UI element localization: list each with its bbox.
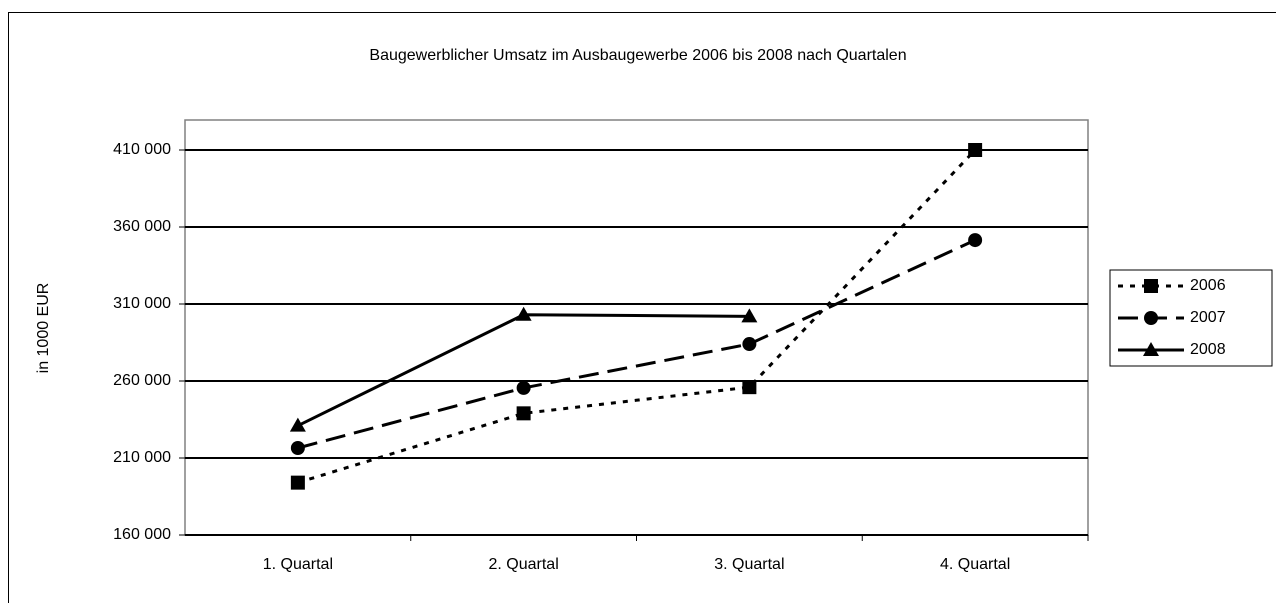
y-tick-label: 210 000 xyxy=(113,449,171,466)
marker xyxy=(968,233,983,248)
marker xyxy=(968,143,983,157)
legend-label: 2008 xyxy=(1190,341,1226,358)
x-tick-label: 1. Quartal xyxy=(263,556,333,573)
marker xyxy=(515,306,532,321)
y-tick-label: 360 000 xyxy=(113,218,171,235)
legend-label: 2006 xyxy=(1190,277,1226,294)
y-tick-label: 310 000 xyxy=(113,295,171,312)
marker xyxy=(516,380,531,395)
legend-label: 2007 xyxy=(1190,309,1226,326)
y-tick-label: 160 000 xyxy=(113,526,171,543)
x-tick-label: 2. Quartal xyxy=(488,556,558,573)
marker xyxy=(290,440,305,455)
series-line xyxy=(297,238,976,450)
y-tick-label: 410 000 xyxy=(113,141,171,158)
marker xyxy=(516,406,531,421)
marker xyxy=(742,337,757,352)
marker xyxy=(290,475,305,490)
y-tick-label: 260 000 xyxy=(113,372,171,389)
series-line xyxy=(297,148,977,485)
chart-title: Baugewerblicher Umsatz im Ausbaugewerbe … xyxy=(369,47,906,64)
chart-frame xyxy=(8,12,1276,603)
marker xyxy=(741,308,758,323)
y-axis-label: in 1000 EUR xyxy=(35,283,52,374)
marker xyxy=(289,417,306,432)
x-tick-label: 3. Quartal xyxy=(714,556,784,573)
x-tick-label: 4. Quartal xyxy=(940,556,1010,573)
marker xyxy=(1143,342,1159,356)
plot-area xyxy=(184,119,1089,536)
marker xyxy=(742,380,757,395)
marker xyxy=(1144,311,1158,325)
marker xyxy=(1144,279,1158,293)
